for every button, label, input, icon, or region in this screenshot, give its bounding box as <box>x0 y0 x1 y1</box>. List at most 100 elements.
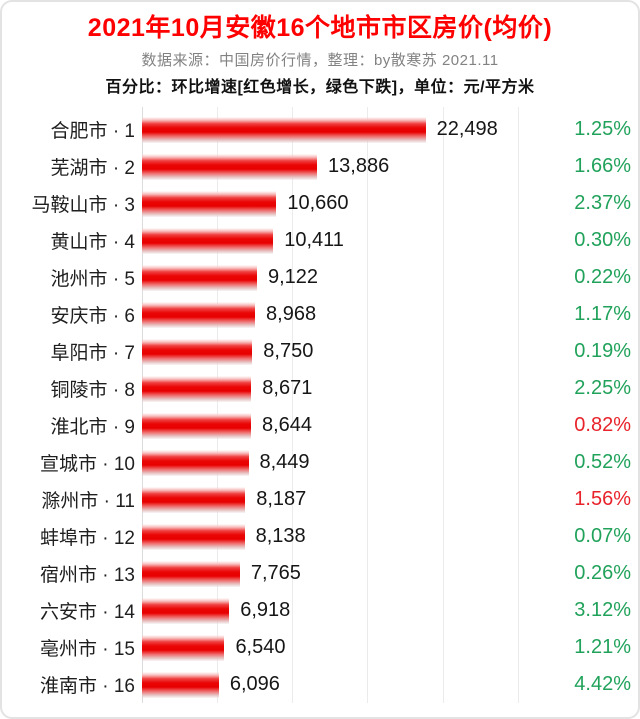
bar-track: 6,540 <box>142 629 558 666</box>
chart-subtitle: 数据来源：中国房价行情，整理：by散寒苏 2021.11 <box>141 52 499 70</box>
category-label: 六安市 · 14 <box>39 602 135 623</box>
change-percent-label: 2.37% <box>574 192 631 214</box>
price-bar <box>142 449 249 476</box>
bar-row: 阜阳市 · 7 8,750 0.19% <box>2 333 638 370</box>
category-label: 宣城市 · 10 <box>39 454 135 475</box>
bar-track: 6,096 <box>142 666 558 703</box>
bar-row: 黄山市 · 4 10,411 0.30% <box>2 222 638 259</box>
bar-track: 8,750 <box>142 333 558 370</box>
bar-track: 10,660 <box>142 185 558 222</box>
bar-track: 8,968 <box>142 296 558 333</box>
bar-track: 13,886 <box>142 148 558 185</box>
bar-row: 马鞍山市 · 3 10,660 2.37% <box>2 185 638 222</box>
value-label: 10,660 <box>287 192 349 214</box>
bar-track: 7,765 <box>142 555 558 592</box>
change-percent-label: 0.26% <box>574 562 631 584</box>
value-label: 7,765 <box>250 562 301 584</box>
change-percent-label: 1.25% <box>574 118 631 140</box>
category-label: 池州市 · 5 <box>50 269 135 290</box>
category-label: 淮南市 · 16 <box>39 676 135 697</box>
bar-row: 蚌埠市 · 12 8,138 0.07% <box>2 518 638 555</box>
bar-row: 亳州市 · 15 6,540 1.21% <box>2 629 638 666</box>
bar-row: 合肥市 · 1 22,498 1.25% <box>2 111 638 148</box>
category-label: 滁州市 · 11 <box>41 491 135 512</box>
change-percent-label: 1.56% <box>574 488 631 510</box>
category-label: 安庆市 · 6 <box>50 306 135 327</box>
chart-legend-note: 百分比：环比增速[红色增长，绿色下跌]，单位：元/平方米 <box>105 79 535 97</box>
change-percent-label: 0.07% <box>574 525 631 547</box>
price-bar <box>142 264 257 291</box>
chart-header: 2021年10月安徽16个地市市区房价(均价) 数据来源：中国房价行情，整理：b… <box>2 2 638 97</box>
change-percent-label: 0.22% <box>574 266 631 288</box>
price-bar <box>142 634 225 661</box>
price-bar <box>142 190 277 217</box>
price-bar <box>142 412 251 439</box>
category-label: 马鞍山市 · 3 <box>31 195 135 216</box>
bar-track: 8,449 <box>142 444 558 481</box>
value-label: 13,886 <box>328 155 390 177</box>
bar-track: 8,671 <box>142 370 558 407</box>
bar-row: 六安市 · 14 6,918 3.12% <box>2 592 638 629</box>
category-label: 芜湖市 · 2 <box>50 158 135 179</box>
price-bar <box>142 116 426 143</box>
price-bar <box>142 301 256 328</box>
value-label: 8,644 <box>261 414 313 436</box>
change-percent-label: 3.12% <box>574 599 631 621</box>
change-percent-label: 1.21% <box>574 636 631 658</box>
change-percent-label: 4.42% <box>574 673 631 695</box>
value-label: 8,671 <box>262 377 313 399</box>
gridline <box>442 107 444 703</box>
value-label: 8,138 <box>255 525 306 547</box>
price-bar <box>142 597 230 624</box>
value-label: 22,498 <box>436 118 498 140</box>
change-percent-label: 0.52% <box>574 451 631 473</box>
bar-track: 8,644 <box>142 407 558 444</box>
bar-row: 宿州市 · 13 7,765 0.26% <box>2 555 638 592</box>
price-bar <box>142 486 246 513</box>
price-bar <box>142 227 274 254</box>
value-label: 8,968 <box>266 303 317 325</box>
price-bar <box>142 523 245 550</box>
gridline <box>217 107 219 703</box>
price-bar <box>142 560 240 587</box>
price-bar <box>142 671 219 698</box>
change-percent-label: 0.82% <box>574 414 631 436</box>
bar-track: 10,411 <box>142 222 558 259</box>
category-label: 铜陵市 · 8 <box>50 380 135 401</box>
gridline <box>367 107 369 703</box>
category-label: 合肥市 · 1 <box>50 121 135 142</box>
chart-title: 2021年10月安徽16个地市市区房价(均价) <box>87 14 553 42</box>
bar-row: 安庆市 · 6 8,968 1.17% <box>2 296 638 333</box>
value-label: 6,540 <box>235 636 286 658</box>
value-label: 6,918 <box>240 599 291 621</box>
category-label: 黄山市 · 4 <box>50 232 135 253</box>
category-label: 蚌埠市 · 12 <box>39 528 135 549</box>
bar-row: 滁州市 · 11 8,187 1.56% <box>2 481 638 518</box>
bar-track: 8,187 <box>142 481 558 518</box>
change-percent-label: 1.66% <box>574 155 631 177</box>
price-bar <box>142 153 318 180</box>
category-label: 淮北市 · 9 <box>50 417 135 438</box>
category-label: 宿州市 · 13 <box>39 565 135 586</box>
bar-row: 宣城市 · 10 8,449 0.52% <box>2 444 638 481</box>
gridline <box>517 107 519 703</box>
gridlines-layer <box>142 107 638 703</box>
value-label: 8,187 <box>256 488 307 510</box>
price-bar <box>142 338 253 365</box>
y-axis-line <box>142 107 143 703</box>
category-label: 阜阳市 · 7 <box>50 343 135 364</box>
value-label: 6,096 <box>229 673 280 695</box>
bar-track: 9,122 <box>142 259 558 296</box>
change-percent-label: 1.17% <box>574 303 631 325</box>
value-label: 9,122 <box>267 266 319 288</box>
price-bar <box>142 375 252 402</box>
change-percent-label: 0.30% <box>574 229 631 251</box>
category-label: 亳州市 · 15 <box>39 639 135 660</box>
bar-track: 8,138 <box>142 518 558 555</box>
value-label: 8,750 <box>263 340 314 362</box>
bar-row: 铜陵市 · 8 8,671 2.25% <box>2 370 638 407</box>
bar-track: 6,918 <box>142 592 558 629</box>
bar-track: 22,498 <box>142 111 558 148</box>
bar-rows: 合肥市 · 1 22,498 1.25% 芜湖市 · 2 13,886 1.66% 马鞍山市… <box>2 111 638 703</box>
